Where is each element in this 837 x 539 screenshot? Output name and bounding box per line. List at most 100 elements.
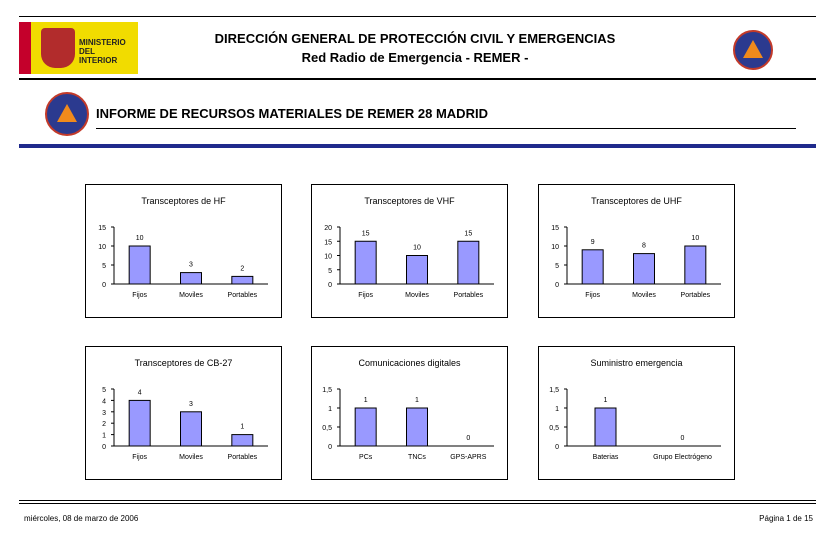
bar [581, 249, 604, 285]
chart-title: Suministro emergencia [590, 358, 682, 368]
bar [406, 407, 428, 447]
y-tick-label: 5 [102, 387, 106, 394]
bar [594, 407, 617, 447]
bar [457, 240, 480, 285]
chart-title: Comunicaciones digitales [358, 358, 461, 368]
x-tick-label: Grupo Electrógeno [653, 454, 712, 461]
chart-svg: Comunicaciones digitales 0 0,5 1 1,5 1 PCs 1 TNC… [322, 358, 494, 461]
bar [231, 434, 254, 447]
x-tick-label: Fijos [358, 292, 373, 299]
bar [684, 245, 707, 285]
data-label: 15 [464, 230, 472, 237]
data-label: 1 [364, 397, 368, 404]
data-label: 3 [189, 401, 193, 408]
y-tick-label: 0,5 [549, 425, 559, 432]
chart-svg: Transceptores de VHF 0 5 10 15 20 15 Fijos 10 Mov… [324, 196, 494, 299]
chart-emergency-supply: Suministro emergencia 0 0,5 1 1,5 1 Baterias 0 G… [538, 346, 735, 480]
data-label: 10 [136, 235, 144, 242]
data-label: 15 [362, 230, 370, 237]
y-tick-label: 2 [102, 421, 106, 428]
triangle-icon [743, 40, 763, 58]
coat-of-arms-icon [41, 28, 75, 68]
x-tick-label: Moviles [405, 292, 429, 299]
data-label: 9 [591, 239, 595, 246]
bar [180, 272, 202, 285]
ministry-logo-text: MINISTERIO DEL INTERIOR [79, 38, 126, 65]
data-label: 0 [466, 435, 470, 442]
x-tick-label: Portables [228, 292, 258, 299]
ministry-logo: MINISTERIO DEL INTERIOR [19, 22, 138, 74]
y-tick-label: 5 [102, 263, 106, 270]
chart-title: Transceptores de VHF [364, 196, 455, 206]
y-tick-label: 0 [102, 444, 106, 451]
x-tick-label: Baterias [593, 454, 619, 461]
header-subtitle: Red Radio de Emergencia - REMER - [301, 50, 529, 65]
y-tick-label: 0 [328, 444, 332, 451]
y-tick-label: 5 [555, 263, 559, 270]
data-label: 1 [240, 424, 244, 431]
report-title: INFORME DE RECURSOS MATERIALES DE REMER … [96, 106, 488, 121]
civil-protection-logo [733, 30, 773, 70]
x-tick-label: Fijos [585, 292, 600, 299]
chart-digital: Comunicaciones digitales 0 0,5 1 1,5 1 PCs 1 TNC… [311, 346, 508, 480]
triangle-icon [57, 104, 77, 122]
y-tick-label: 1 [555, 406, 559, 413]
x-tick-label: Portables [681, 292, 711, 299]
y-tick-label: 0 [555, 282, 559, 289]
header-title: DIRECCIÓN GENERAL DE PROTECCIÓN CIVIL Y … [214, 31, 616, 46]
bar [354, 407, 377, 447]
y-tick-label: 15 [98, 225, 106, 232]
data-label: 10 [691, 235, 699, 242]
data-label: 4 [138, 389, 142, 396]
data-label: 1 [604, 397, 608, 404]
civil-protection-logo [45, 92, 89, 136]
bar [180, 411, 202, 447]
footer-rule [19, 503, 816, 504]
bar [406, 255, 428, 285]
y-tick-label: 10 [551, 244, 559, 251]
y-tick-label: 10 [98, 244, 106, 251]
header-bottom-rule [19, 78, 816, 80]
chart-svg: Transceptores de CB-27 0 1 2 3 4 5 4 Fijos 3 Movil… [102, 358, 268, 461]
bar [128, 245, 151, 285]
x-tick-label: TNCs [408, 454, 426, 461]
y-tick-label: 0 [328, 282, 332, 289]
chart-title: Transceptores de HF [141, 196, 226, 206]
x-tick-label: Portables [228, 454, 258, 461]
data-label: 3 [189, 262, 193, 269]
y-tick-label: 15 [324, 239, 332, 246]
data-label: 8 [642, 243, 646, 250]
bar [128, 399, 151, 447]
chart-svg: Transceptores de UHF 0 5 10 15 9 Fijos 8 Moviles… [551, 196, 721, 299]
x-tick-label: Moviles [179, 454, 203, 461]
y-tick-label: 1,5 [322, 387, 332, 394]
footer-page-number: Página 1 de 15 [759, 514, 813, 523]
x-tick-label: Fijos [132, 454, 147, 461]
bar [231, 275, 254, 285]
bar [354, 240, 377, 285]
chart-uhf: Transceptores de UHF 0 5 10 15 9 Fijos 8 Moviles… [538, 184, 735, 318]
bar [633, 253, 655, 285]
chart-title: Transceptores de CB-27 [135, 358, 233, 368]
x-tick-label: Moviles [179, 292, 203, 299]
data-label: 0 [681, 435, 685, 442]
y-tick-label: 10 [324, 254, 332, 261]
y-tick-label: 1 [328, 406, 332, 413]
chart-hf: Transceptores de HF 0 5 10 15 10 Fijos 3 Moviles… [85, 184, 282, 318]
y-tick-label: 0 [555, 444, 559, 451]
y-tick-label: 4 [102, 398, 106, 405]
accent-band [19, 144, 816, 148]
y-tick-label: 3 [102, 410, 106, 417]
y-tick-label: 0,5 [322, 425, 332, 432]
x-tick-label: Moviles [632, 292, 656, 299]
footer-date: miércoles, 08 de marzo de 2006 [24, 514, 139, 523]
data-label: 10 [413, 245, 421, 252]
chart-title: Transceptores de UHF [591, 196, 682, 206]
report-title-rule [96, 128, 796, 129]
x-tick-label: GPS-APRS [450, 454, 487, 461]
y-tick-label: 1,5 [549, 387, 559, 394]
footer-rule [19, 500, 816, 501]
x-tick-label: Fijos [132, 292, 147, 299]
data-label: 2 [240, 265, 244, 272]
y-tick-label: 5 [328, 268, 332, 275]
